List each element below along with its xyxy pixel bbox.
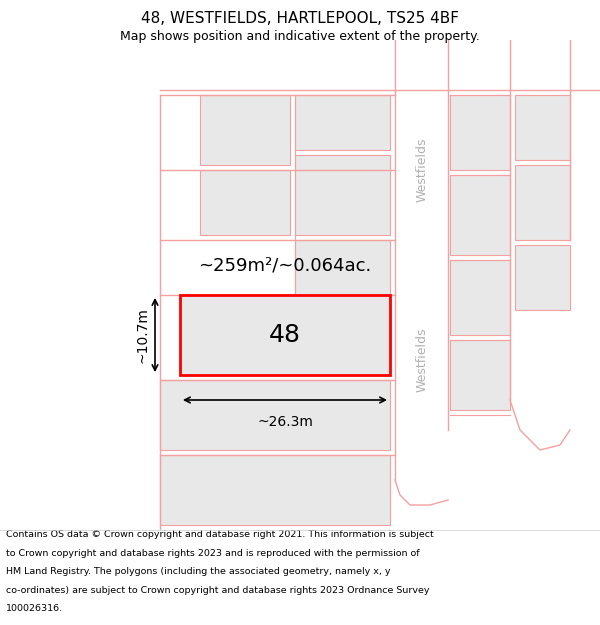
Bar (450, 175, 510, 255)
Text: ~259m²/~0.064ac.: ~259m²/~0.064ac. (199, 257, 371, 275)
Bar (450, 260, 510, 335)
Text: co-ordinates) are subject to Crown copyright and database rights 2023 Ordnance S: co-ordinates) are subject to Crown copyr… (6, 586, 430, 594)
Text: 48, WESTFIELDS, HARTLEPOOL, TS25 4BF: 48, WESTFIELDS, HARTLEPOOL, TS25 4BF (141, 11, 459, 26)
Bar (160, 380, 390, 450)
Bar (180, 295, 390, 375)
Text: Map shows position and indicative extent of the property.: Map shows position and indicative extent… (120, 30, 480, 43)
Text: Westfields: Westfields (415, 138, 428, 202)
Bar (515, 165, 570, 240)
Text: 100026316.: 100026316. (6, 604, 63, 613)
Bar (515, 95, 570, 160)
Bar (200, 170, 290, 235)
Text: HM Land Registry. The polygons (including the associated geometry, namely x, y: HM Land Registry. The polygons (includin… (6, 567, 391, 576)
Text: 48: 48 (269, 323, 301, 347)
Bar (295, 95, 390, 150)
Bar (160, 455, 390, 525)
Bar (450, 95, 510, 170)
Text: ~26.3m: ~26.3m (257, 415, 313, 429)
Bar (200, 95, 290, 165)
Text: Contains OS data © Crown copyright and database right 2021. This information is : Contains OS data © Crown copyright and d… (6, 530, 434, 539)
Bar (210, 305, 365, 370)
Bar (295, 240, 390, 300)
Text: ~10.7m: ~10.7m (136, 307, 150, 363)
Bar (295, 155, 390, 235)
Text: to Crown copyright and database rights 2023 and is reproduced with the permissio: to Crown copyright and database rights 2… (6, 549, 419, 558)
Bar (450, 340, 510, 410)
Text: Westfields: Westfields (415, 328, 428, 392)
Bar (515, 245, 570, 310)
